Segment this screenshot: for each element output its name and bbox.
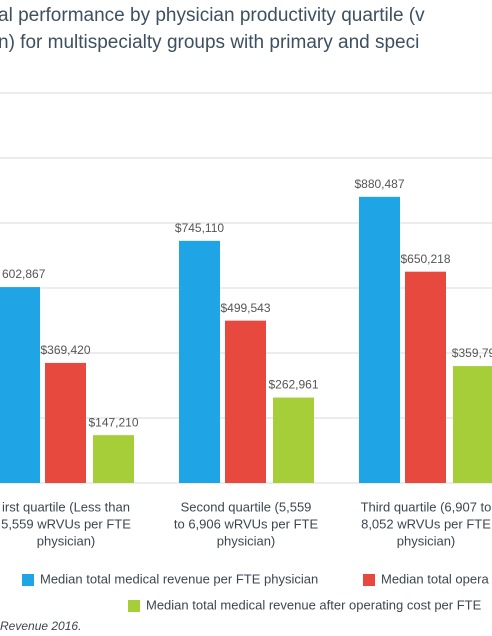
footnote: Revenue 2016. bbox=[0, 619, 81, 633]
x-tick-label: physician) bbox=[37, 533, 96, 548]
x-tick-label: 5,559 wRVUs per FTE bbox=[1, 516, 131, 531]
x-tick-label: 8,052 wRVUs per FTE bbox=[361, 516, 491, 531]
value-label: $745,110 bbox=[175, 221, 224, 235]
bar bbox=[93, 435, 134, 483]
value-label: $147,210 bbox=[88, 415, 138, 429]
value-label: $499,543 bbox=[220, 301, 270, 315]
legend-label: Median total opera bbox=[381, 571, 489, 586]
value-label: $650,218 bbox=[400, 252, 450, 266]
legend-label: Median total medical revenue per FTE phy… bbox=[40, 571, 318, 586]
chart-title: al performance by physician productivity… bbox=[0, 5, 425, 26]
value-label: 602,867 bbox=[2, 267, 46, 281]
bar bbox=[179, 240, 220, 483]
bar bbox=[45, 362, 86, 483]
bar bbox=[273, 397, 314, 483]
legend-swatch bbox=[363, 574, 375, 586]
legend-swatch bbox=[128, 600, 140, 612]
value-label: $880,487 bbox=[354, 177, 404, 191]
x-tick-label: to 6,906 wRVUs per FTE bbox=[174, 516, 319, 531]
value-label: $359,79 bbox=[452, 346, 492, 360]
value-label: $262,961 bbox=[268, 378, 318, 392]
x-tick-label: Second quartile (5,559 bbox=[181, 499, 312, 514]
legend-label: Median total medical revenue after opera… bbox=[146, 597, 482, 612]
x-tick-label: Third quartile (6,907 to bbox=[361, 499, 492, 514]
bar bbox=[0, 287, 40, 483]
bar bbox=[453, 366, 492, 483]
bar bbox=[405, 271, 446, 483]
x-tick-label: physician) bbox=[217, 533, 276, 548]
x-tick-label: irst quartile (Less than bbox=[2, 499, 130, 514]
bar bbox=[359, 196, 400, 483]
bar bbox=[225, 320, 266, 483]
value-label: $369,420 bbox=[40, 343, 90, 357]
legend-swatch bbox=[22, 574, 34, 586]
chart-title: n) for multispecialty groups with primar… bbox=[0, 32, 419, 53]
x-tick-label: physician) bbox=[397, 533, 456, 548]
